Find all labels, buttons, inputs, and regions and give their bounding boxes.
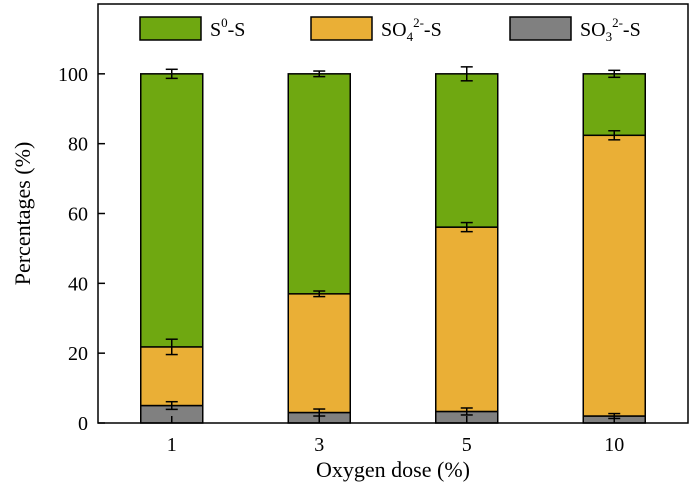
- error-bars: [165, 66, 621, 420]
- bar-so4-5: [435, 226, 499, 413]
- y-tick-label: 80: [68, 134, 88, 156]
- legend-label-tail: -S: [424, 19, 442, 41]
- legend-label-superscript: 2-: [612, 15, 623, 30]
- x-tick-label: 5: [462, 434, 472, 456]
- legend-label-main: S: [210, 19, 221, 41]
- legend-swatch-so4: [310, 16, 373, 41]
- bar-s0-1: [140, 73, 204, 348]
- legend-label-tail: -S: [228, 19, 246, 41]
- bar-s0-10: [582, 73, 646, 137]
- legend-label-so3: SO32--S: [580, 15, 641, 44]
- legend-label-main: SO: [580, 19, 606, 41]
- y-axis: 0 20 40 60 80 100: [58, 64, 105, 435]
- legend-label-subscript: 4: [407, 29, 414, 44]
- legend-label-superscript: 0: [221, 15, 228, 30]
- x-axis: 1 3 5 10: [167, 416, 624, 456]
- legend-label-subscript: 3: [606, 29, 613, 44]
- legend: S0-S SO42--S SO32--S: [139, 15, 641, 44]
- y-tick-label: 40: [68, 273, 88, 295]
- y-tick-label: 60: [68, 204, 88, 226]
- bar-so4-10: [582, 134, 646, 417]
- legend-label-tail: -S: [623, 19, 641, 41]
- bar-s0-3: [287, 73, 351, 295]
- x-tick-label: 3: [314, 434, 324, 456]
- x-axis-label: Oxygen dose (%): [316, 457, 470, 482]
- legend-label-so4: SO42--S: [381, 15, 442, 44]
- bars: [140, 73, 646, 424]
- bar-s0-5: [435, 73, 499, 228]
- y-axis-label: Percentages (%): [10, 142, 35, 286]
- legend-label-main: SO: [381, 19, 407, 41]
- y-tick-label: 100: [58, 64, 88, 86]
- y-tick-label: 0: [78, 413, 88, 435]
- bar-so4-1: [140, 346, 204, 407]
- legend-swatch-s0: [139, 16, 202, 41]
- bar-so4-3: [287, 293, 351, 414]
- legend-swatch-so3: [509, 16, 572, 41]
- legend-label-superscript: 2-: [413, 15, 424, 30]
- legend-label-s0: S0-S: [210, 15, 245, 41]
- x-tick-label: 1: [167, 434, 177, 456]
- x-tick-label: 10: [604, 434, 624, 456]
- y-tick-label: 20: [68, 343, 88, 365]
